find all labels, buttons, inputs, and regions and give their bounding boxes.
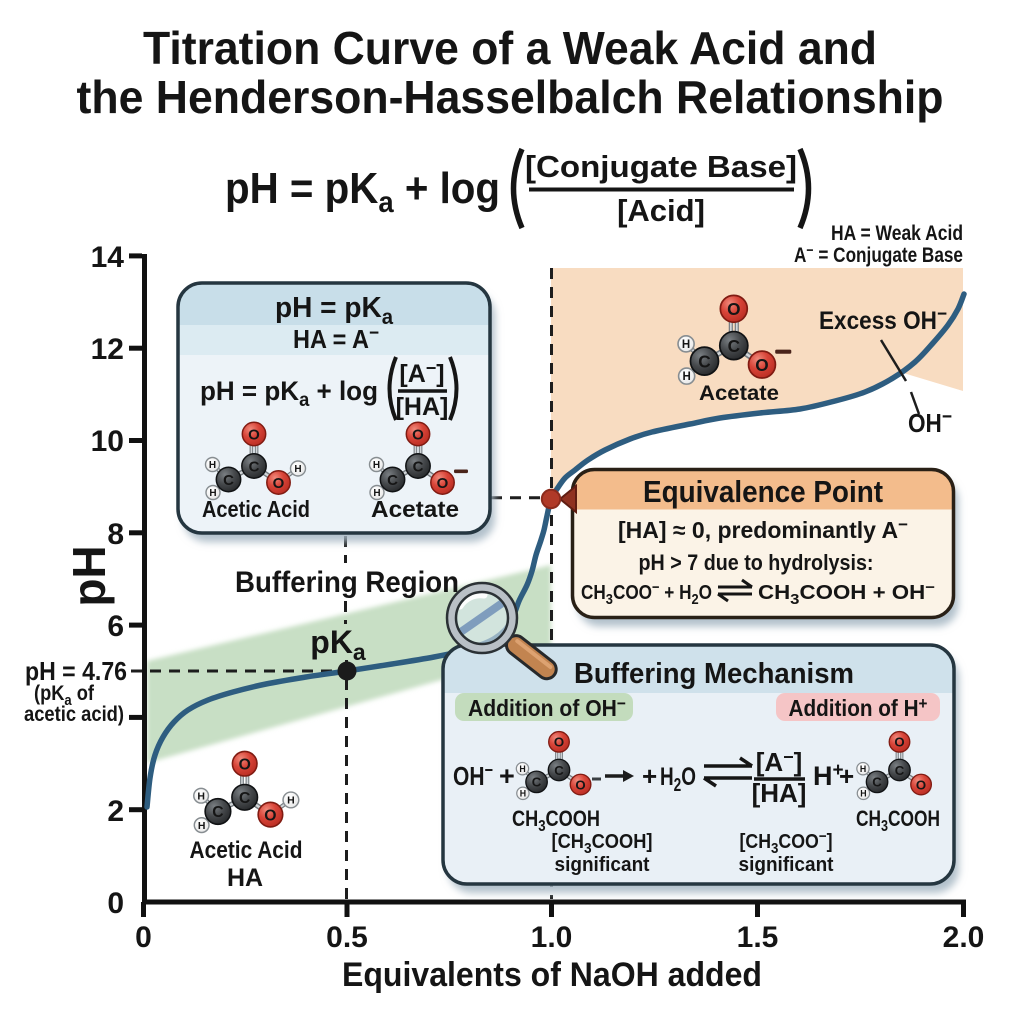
svg-text:pH = pKa + log: pH = pKa + log <box>225 164 500 219</box>
svg-text:CH3COOH + OH−: CH 3COOH + OH − <box>758 579 935 608</box>
svg-text:Buffering Mechanism: Buffering Mechanism <box>574 658 854 690</box>
svg-text:Addition of H+: Addition of H+ <box>789 694 928 721</box>
svg-text:CH3COO− + H2O: CH3COO− + H2O <box>581 579 712 608</box>
svg-text:A− = Conjugate Base: A− = Conjugate Base <box>794 242 963 267</box>
svg-text:Acetate: Acetate <box>699 382 779 405</box>
svg-text:[A−]: [A−] <box>756 747 803 777</box>
svg-text:pH = 4.76: pH = 4.76 <box>25 656 127 686</box>
svg-text:OH−: OH− <box>453 760 493 791</box>
svg-text:[HA]: [HA] <box>396 393 449 421</box>
svg-text:Acetic Acid: Acetic Acid <box>202 496 310 522</box>
svg-text:+: + <box>642 761 657 791</box>
svg-text:pH > 7 due to hydrolysis:: pH > 7 due to hydrolysis: <box>639 550 874 575</box>
svg-text:Acetate: Acetate <box>371 496 459 522</box>
svg-text:pKa: pKa <box>310 624 366 665</box>
svg-text:0: 0 <box>135 921 152 954</box>
svg-text:+: + <box>839 761 854 791</box>
svg-text:12: 12 <box>91 333 124 366</box>
svg-text:Buffering Region: Buffering Region <box>235 566 459 599</box>
svg-text:+: + <box>499 761 515 791</box>
svg-text:0: 0 <box>107 887 124 920</box>
svg-text:[CH3COOH]: [CH3COOH] <box>552 831 653 857</box>
svg-text:[Conjugate Base]: [Conjugate Base] <box>525 149 797 184</box>
svg-text:2: 2 <box>107 795 124 828</box>
svg-text:OH−: OH− <box>908 406 952 438</box>
svg-text:[A−]: [A−] <box>399 358 444 388</box>
svg-text:HA = Weak Acid: HA = Weak Acid <box>831 222 963 245</box>
svg-text:CH3COOH: CH3COOH <box>512 806 600 835</box>
svg-text:Acetic Acid: Acetic Acid <box>190 837 303 864</box>
svg-text:pH: pH <box>63 545 115 606</box>
svg-text:HA = A−: HA = A− <box>293 323 379 354</box>
svg-text:pH = pKa: pH = pKa <box>275 292 393 329</box>
svg-text:(pKa of: (pKa of <box>34 682 95 709</box>
svg-text:2.0: 2.0 <box>943 921 985 954</box>
svg-text:CH3COOH: CH3COOH <box>856 806 940 835</box>
svg-text:Equivalence Point: Equivalence Point <box>643 474 883 509</box>
svg-text:significant: significant <box>555 854 650 876</box>
svg-text:[CH3COO−]: [CH3COO−] <box>740 828 833 857</box>
svg-text:1.5: 1.5 <box>737 921 779 954</box>
svg-text:H2O: H2O <box>660 763 696 795</box>
svg-text:pH = pKa + log: pH = pKa + log <box>200 376 378 411</box>
svg-text:8: 8 <box>107 518 124 551</box>
svg-text:significant: significant <box>739 854 834 876</box>
svg-text:6: 6 <box>107 610 124 643</box>
svg-text:10: 10 <box>91 425 124 458</box>
svg-text:the Henderson-Hasselbalch Rela: the Henderson-Hasselbalch Relationship <box>77 71 944 123</box>
svg-text:14: 14 <box>91 241 125 274</box>
svg-text:Titration Curve of a Weak Acid: Titration Curve of a Weak Acid and <box>143 22 877 74</box>
svg-text:[HA] ≈ 0, predominantly A−: [HA] ≈ 0, predominantly A− <box>618 515 908 543</box>
svg-text:Excess OH−: Excess OH− <box>819 304 947 335</box>
svg-text:[Acid]: [Acid] <box>617 193 705 228</box>
svg-text:Equivalents of NaOH added: Equivalents of NaOH added <box>342 956 762 994</box>
svg-text:HA: HA <box>227 864 263 892</box>
svg-text:[HA]: [HA] <box>752 778 807 808</box>
svg-text:0.5: 0.5 <box>326 921 368 954</box>
svg-text:Addition of OH−: Addition of OH− <box>468 694 626 721</box>
svg-text:1.0: 1.0 <box>531 921 573 954</box>
svg-text:acetic acid): acetic acid) <box>24 703 124 726</box>
